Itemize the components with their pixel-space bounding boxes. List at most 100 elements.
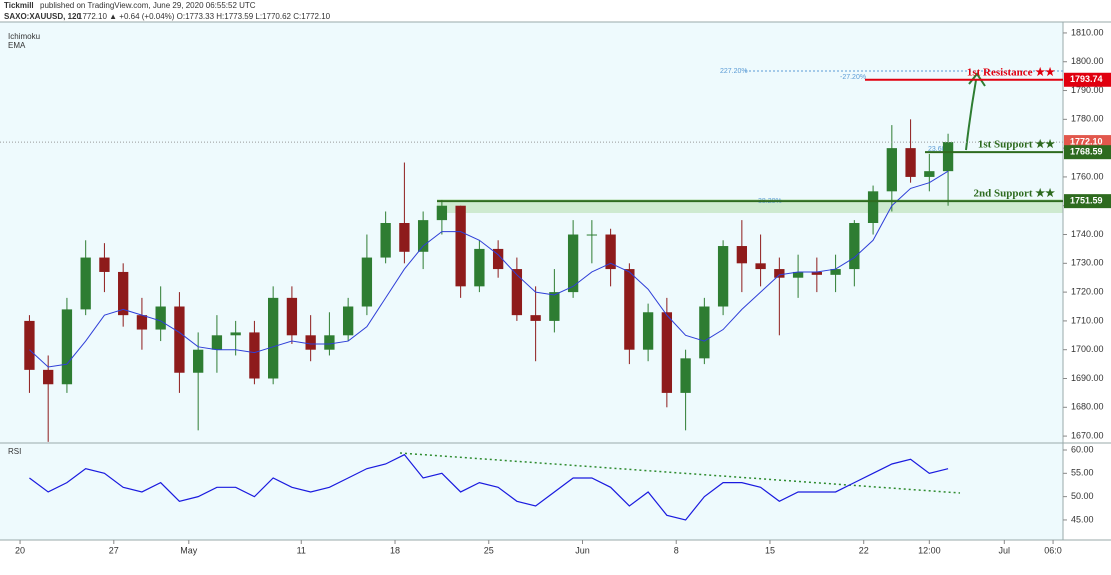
candle-body [699, 306, 710, 359]
candle-body [361, 257, 373, 307]
x-tick-label: 25 [484, 545, 494, 555]
x-tick-label: Jul [999, 545, 1011, 555]
candle-body [61, 309, 73, 385]
candle-body [680, 358, 691, 393]
candle-body [193, 349, 204, 373]
x-tick-label: 22 [859, 545, 869, 555]
x-tick-label: 12:00 [918, 545, 941, 555]
candle-body [80, 257, 91, 310]
candle-body [155, 306, 166, 330]
candle-body [436, 205, 448, 221]
candle-body [886, 148, 897, 192]
candle-body [567, 234, 579, 293]
x-tick-label: 18 [390, 545, 400, 555]
plot-background [0, 22, 1063, 540]
candle-body [492, 248, 504, 270]
y-tick-label: 1730.00 [1071, 258, 1104, 268]
candle-body [267, 297, 279, 379]
indicator-label: EMA [8, 41, 26, 50]
rsi-title: RSI [8, 447, 21, 456]
arrow [965, 79, 977, 151]
candle-body [661, 312, 673, 393]
candle-body [586, 234, 598, 236]
y-tick-label: 1760.00 [1071, 171, 1104, 181]
candle-body [99, 257, 110, 272]
candle-body [830, 269, 841, 275]
level-text: 2nd Support ★★ [974, 188, 1056, 200]
price-box [1064, 145, 1111, 160]
candle-body [530, 315, 541, 321]
candle-body [905, 148, 916, 177]
price-box-label: 1793.74 [1070, 74, 1103, 84]
price-box-label: 1751.59 [1070, 196, 1103, 206]
rsi-line [29, 453, 949, 521]
candle-body [867, 191, 879, 223]
candle-body [118, 271, 129, 316]
candle-body [305, 335, 316, 350]
candle-body [174, 306, 185, 373]
fib-label: 23.60% [928, 146, 952, 153]
price-box-label: 1772.10 [1070, 136, 1103, 146]
y-tick-label: 1690.00 [1071, 373, 1104, 383]
candle-body [736, 246, 748, 264]
x-tick-label: 15 [765, 545, 775, 555]
indicator-label: Ichimoku [8, 32, 40, 41]
support-zone [437, 199, 1063, 213]
y-tick-label: 1720.00 [1071, 286, 1104, 296]
x-tick-label: 8 [674, 545, 679, 555]
y-tick-label: 1710.00 [1071, 315, 1104, 325]
y-tick-label: 1790.00 [1071, 85, 1104, 95]
x-tick-label: May [180, 545, 198, 555]
candle-body [249, 332, 260, 379]
candle-body [624, 269, 635, 350]
y-tick-label: 1740.00 [1071, 229, 1104, 239]
y-tick-label: 55.00 [1071, 468, 1094, 478]
level-text: 1st Resistance ★★ [967, 66, 1055, 78]
candle-body [605, 234, 616, 270]
candle-body [755, 263, 766, 270]
price-box [1064, 194, 1111, 209]
candle-body [642, 312, 654, 350]
y-tick-label: 1810.00 [1071, 27, 1104, 37]
quote: 1772.10 ▲ +0.64 (+0.04%) O:1773.33 H:177… [78, 12, 331, 21]
y-tick-label: 1700.00 [1071, 344, 1104, 354]
candle-body [230, 332, 241, 336]
level-text: 1st Support ★★ [978, 139, 1055, 151]
candle-body [511, 269, 523, 316]
price-box [1064, 72, 1111, 87]
candle-body [342, 306, 354, 336]
x-tick-label: Jun [575, 545, 590, 555]
candle-body [549, 292, 560, 321]
candle-body [455, 205, 466, 287]
candle-body [474, 248, 485, 287]
y-tick-label: 1680.00 [1071, 402, 1104, 412]
published: published on TradingView.com, June 29, 2… [40, 1, 256, 10]
y-tick-label: 50.00 [1071, 491, 1094, 501]
rsi-trendline [399, 452, 961, 494]
candle-body [136, 315, 148, 330]
fib-label: -27.20% [840, 74, 866, 81]
x-tick-label: 11 [297, 545, 306, 555]
candle-body [399, 222, 410, 252]
candle-body [774, 269, 785, 278]
y-tick-label: 1780.00 [1071, 114, 1104, 124]
candle-body [417, 220, 429, 252]
y-tick-label: 45.00 [1071, 514, 1094, 524]
candle-body [286, 297, 298, 336]
candle-body [380, 222, 391, 258]
candle-body [811, 271, 822, 275]
fib-label: 227.20% [720, 68, 748, 75]
x-tick-label: 27 [109, 545, 119, 555]
candle-body [849, 222, 860, 270]
ema-line [29, 170, 949, 368]
candle-body [942, 142, 954, 172]
candle-body [24, 320, 35, 370]
candle-body [43, 369, 54, 385]
symbol: SAXO:XAUUSD, 120 [4, 12, 81, 21]
y-tick-label: 1670.00 [1071, 430, 1104, 440]
candle-body [324, 335, 335, 350]
price-box-label: 1768.59 [1070, 147, 1103, 157]
x-tick-label: 20 [15, 545, 25, 555]
y-tick-label: 1800.00 [1071, 56, 1104, 66]
